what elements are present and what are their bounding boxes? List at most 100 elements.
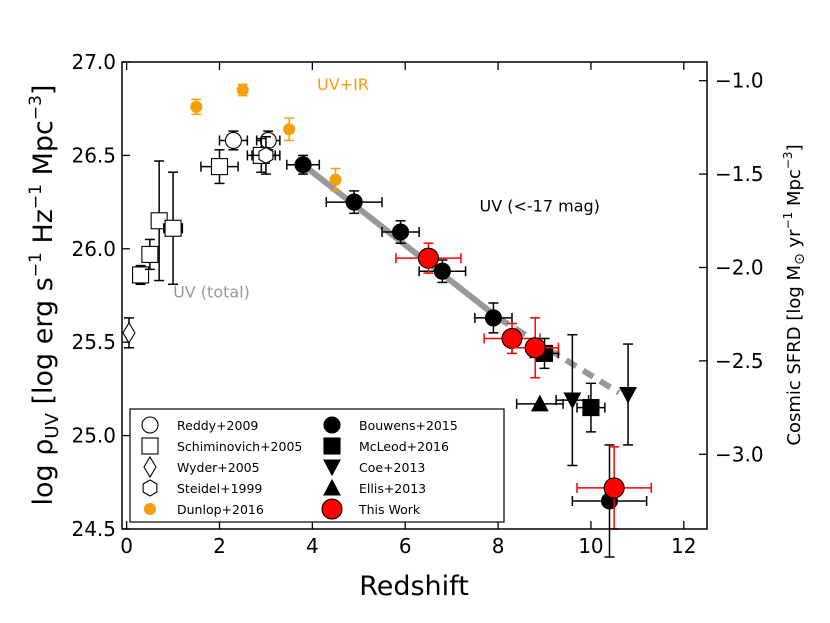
marker-coe-2013 — [563, 392, 582, 410]
x-tick-label: 10 — [578, 534, 603, 558]
x-tick-label: 4 — [306, 534, 319, 558]
annotation-uv-total: UV (total) — [173, 282, 250, 301]
y-tick-label: 25.0 — [71, 424, 116, 448]
data-point — [150, 160, 168, 282]
legend-label: Bouwens+2015 — [359, 418, 458, 433]
marker-steidel-1999 — [258, 146, 274, 165]
legend-marker-coe-2013 — [323, 459, 341, 477]
legend-item-mcleod-2016: McLeod+2016 — [323, 437, 449, 455]
annotation-uv-17-mag: UV (<-17 mag) — [480, 196, 600, 215]
legend-label: Coe+2013 — [359, 460, 425, 475]
data-point — [418, 259, 467, 284]
marker-dunlop-2016 — [190, 100, 203, 113]
data-point — [474, 302, 513, 334]
legend-item-schiminovich-2005: Schiminovich+2005 — [141, 437, 302, 455]
x-tick-label: 6 — [399, 534, 412, 558]
data-point — [571, 444, 648, 558]
data-point — [395, 242, 462, 274]
marker-schiminovich-2005 — [141, 245, 159, 263]
legend-marker-reddy-2009 — [141, 416, 159, 434]
legend-marker-bouwens-2015 — [323, 416, 341, 434]
series-steidel-1999 — [251, 135, 281, 175]
y2-tick-label: −2.5 — [715, 349, 764, 373]
data-point — [381, 220, 420, 244]
legend-item-wyder-2005: Wyder+2005 — [143, 455, 260, 479]
legend-box — [129, 408, 505, 523]
legend: Reddy+2009 Schiminovich+2005 Wyder+2005 Ste… — [129, 408, 505, 523]
legend-marker-wyder-2005 — [143, 455, 157, 479]
legend-label: Schiminovich+2005 — [177, 439, 302, 454]
y-tick-label: 26.5 — [71, 143, 116, 167]
marker-this-work — [524, 337, 546, 359]
legend-label: Steidel+1999 — [177, 481, 262, 496]
data-point — [576, 382, 606, 433]
data-point — [619, 343, 637, 446]
legend-label: Dunlop+2016 — [177, 502, 264, 517]
plot-frame — [121, 61, 708, 530]
legend-item-bouwens-2015: Bouwens+2015 — [323, 416, 458, 434]
legend-marker-dunlop-2016 — [143, 502, 157, 516]
legend-item-ellis-2013: Ellis+2013 — [323, 478, 426, 496]
marker-dunlop-2016 — [329, 173, 342, 186]
marker-ellis-2013 — [530, 394, 549, 412]
legend-item-coe-2013: Coe+2013 — [323, 459, 425, 477]
marker-this-work — [603, 477, 625, 499]
data-point — [132, 264, 150, 286]
marker-reddy-2009 — [224, 131, 242, 150]
series-bouwens-2015 — [286, 154, 648, 558]
legend-label: Reddy+2009 — [177, 418, 258, 433]
y2-tick-label: −1.5 — [715, 162, 764, 186]
series-this-work — [395, 242, 653, 530]
marker-bouwens-2015 — [392, 223, 410, 241]
data-point — [200, 149, 239, 185]
marker-dunlop-2016 — [283, 123, 296, 136]
marker-bouwens-2015 — [433, 262, 451, 280]
legend-label: McLeod+2016 — [359, 439, 449, 454]
legend-item-steidel-1999: Steidel+1999 — [142, 479, 262, 497]
data-point — [236, 83, 249, 97]
marker-schiminovich-2005 — [164, 219, 182, 237]
x-axis-label: Redshift — [359, 571, 469, 602]
y2-tick-label: −1.0 — [715, 69, 764, 93]
y-tick-label: 26.0 — [71, 237, 116, 261]
y2-tick-label: −3.0 — [715, 442, 764, 466]
marker-bouwens-2015 — [484, 309, 502, 327]
x-tick-label: 8 — [492, 534, 505, 558]
series-coe-2013 — [555, 333, 637, 467]
data-point — [283, 117, 296, 142]
marker-schiminovich-2005 — [210, 158, 229, 176]
series-dunlop-2016 — [190, 83, 342, 192]
legend-marker-this-work — [321, 498, 343, 520]
legend-item-this-work: This Work — [321, 498, 421, 520]
marker-reddy-2009 — [259, 131, 277, 150]
legend-marker-ellis-2013 — [323, 478, 341, 496]
y-tick-label: 27.0 — [71, 50, 116, 74]
marker-this-work — [417, 247, 439, 269]
marker-coe-2013 — [619, 386, 637, 404]
legend-marker-schiminovich-2005 — [141, 437, 159, 455]
marker-dunlop-2016 — [236, 83, 249, 97]
series-schiminovich-2005 — [132, 137, 276, 286]
legend-item-reddy-2009: Reddy+2009 — [141, 416, 258, 434]
data-point — [218, 130, 249, 151]
y-axis-label: log ρUV [log erg s−1 Hz−1 Mpc−3] — [26, 85, 63, 506]
data-point — [325, 190, 383, 215]
legend-item-dunlop-2016: Dunlop+2016 — [143, 502, 264, 517]
data-point — [576, 446, 653, 530]
data-point — [511, 317, 560, 379]
marker-bouwens-2015 — [294, 156, 312, 174]
axes: 0 2 4 6 8 10 12 24.5 25.0 25.5 26.0 26.5 27.0 −3.0 −2.… — [71, 50, 763, 558]
y-tick-label: 24.5 — [71, 517, 116, 541]
marker-schiminovich-2005 — [132, 266, 150, 284]
y-tick-label: 25.5 — [71, 330, 116, 354]
data-point — [515, 394, 564, 412]
plot-content: UV+IR UV (<-17 mag) UV (total) — [122, 75, 653, 558]
data-point — [286, 154, 321, 175]
legend-marker-mcleod-2016 — [323, 437, 341, 455]
data-point — [163, 171, 184, 286]
y2-axis-label: Cosmic SFRD [log M⊙ yr−1 Mpc−3] — [781, 144, 808, 445]
legend-marker-steidel-1999 — [142, 479, 158, 497]
marker-bouwens-2015 — [345, 193, 363, 211]
marker-wyder-2005 — [122, 321, 136, 344]
